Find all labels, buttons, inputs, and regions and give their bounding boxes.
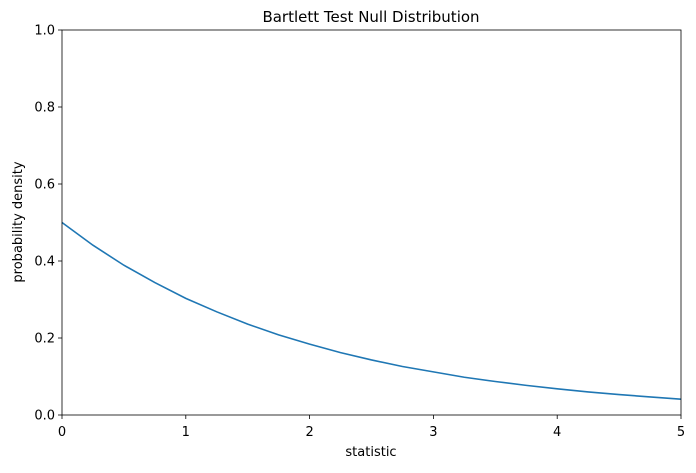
x-tick-label: 3 — [429, 425, 437, 440]
x-axis-label: statistic — [345, 445, 396, 460]
y-tick-label: 0.0 — [34, 409, 55, 424]
y-tick-label: 0.4 — [34, 255, 55, 270]
y-tick-label: 0.6 — [34, 178, 55, 193]
line — [61, 221, 682, 401]
x-tick-label: 4 — [553, 425, 561, 440]
y-tick-label: 0.2 — [34, 332, 55, 347]
y-tick-label: 1.0 — [34, 24, 55, 39]
x-tick-label: 0 — [58, 425, 66, 440]
y-axis-label: probability density — [11, 161, 26, 282]
y-tick-label: 0.8 — [34, 101, 55, 116]
plot-frame — [61, 29, 682, 416]
x-tick-label: 5 — [677, 425, 685, 440]
chart-title: Bartlett Test Null Distribution — [262, 8, 479, 26]
x-tick-label: 1 — [182, 425, 190, 440]
x-tick-label: 2 — [305, 425, 313, 440]
